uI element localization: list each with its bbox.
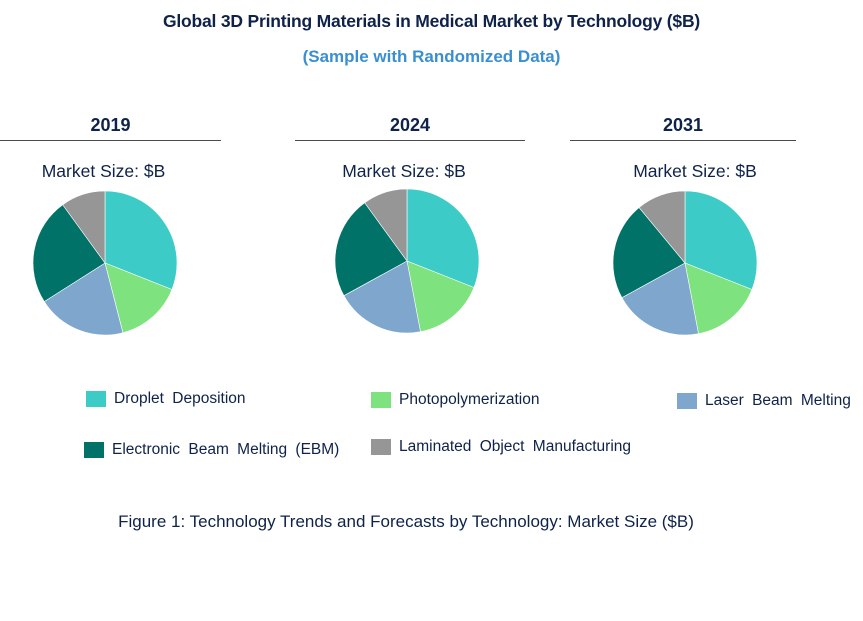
panel-2031: 2031 Market Size: $B	[570, 115, 796, 181]
pie-chart-2024	[334, 188, 480, 334]
pie-slice-laminated-object-manufacturing	[62, 190, 106, 264]
pie-slice-photopolymerization	[684, 262, 753, 335]
legend-item-photopolymerization: Photopolymerization	[371, 391, 539, 409]
legend-item-laser-beam-melting: Laser Beam Melting	[677, 392, 851, 410]
panel-year: 2031	[570, 115, 796, 141]
legend-item-electronic-beam-melting: Electronic Beam Melting (EBM)	[84, 441, 339, 459]
panel-market-size-label: Market Size: $B	[342, 161, 466, 181]
pie-slice-electronic-beam-melting-ebm	[32, 204, 106, 302]
legend-swatch	[371, 392, 391, 408]
pie-slice-photopolymerization	[406, 260, 475, 333]
panel-market-size-label: Market Size: $B	[41, 161, 166, 181]
legend-swatch	[86, 391, 106, 407]
pie-slice-electronic-beam-melting-ebm	[334, 202, 408, 297]
legend-item-droplet-deposition: Droplet Deposition	[86, 390, 246, 408]
legend-swatch	[84, 442, 104, 458]
pie-slice-electronic-beam-melting-ebm	[612, 207, 686, 299]
pie-slice-laminated-object-manufacturing	[364, 188, 408, 262]
pie-slice-laser-beam-melting	[343, 260, 421, 334]
chart-title: Global 3D Printing Materials in Medical …	[162, 11, 701, 31]
panel-year: 2024	[295, 115, 525, 141]
pie-slice-droplet-deposition	[104, 190, 178, 290]
legend-swatch	[371, 439, 391, 455]
legend-label: Electronic Beam Melting (EBM)	[112, 441, 340, 458]
panel-2024: 2024 Market Size: $B	[295, 115, 525, 181]
panel-year: 2019	[0, 115, 221, 141]
pie-slice-laser-beam-melting	[621, 262, 699, 336]
legend-label: Droplet Deposition	[114, 390, 246, 407]
pie-chart-2019	[32, 190, 178, 336]
legend-item-laminated-object-manufacturing: Laminated Object Manufacturing	[371, 438, 631, 456]
pie-slice-droplet-deposition	[406, 188, 480, 288]
figure-caption: Figure 1: Technology Trends and Forecast…	[118, 512, 694, 531]
legend-label: Laminated Object Manufacturing	[399, 438, 632, 455]
legend-swatch	[677, 393, 697, 409]
legend-label: Laser Beam Melting	[705, 392, 851, 409]
legend-label: Photopolymerization	[399, 391, 540, 408]
panel-2019: 2019 Market Size: $B	[0, 115, 221, 181]
pie-slice-laminated-object-manufacturing	[638, 190, 686, 264]
pie-slice-droplet-deposition	[684, 190, 758, 290]
pie-chart-2031	[612, 190, 758, 336]
panel-market-size-label: Market Size: $B	[633, 161, 757, 181]
chart-subtitle: (Sample with Randomized Data)	[302, 47, 561, 66]
pie-slice-photopolymerization	[104, 262, 173, 334]
pie-slice-laser-beam-melting	[43, 262, 124, 336]
